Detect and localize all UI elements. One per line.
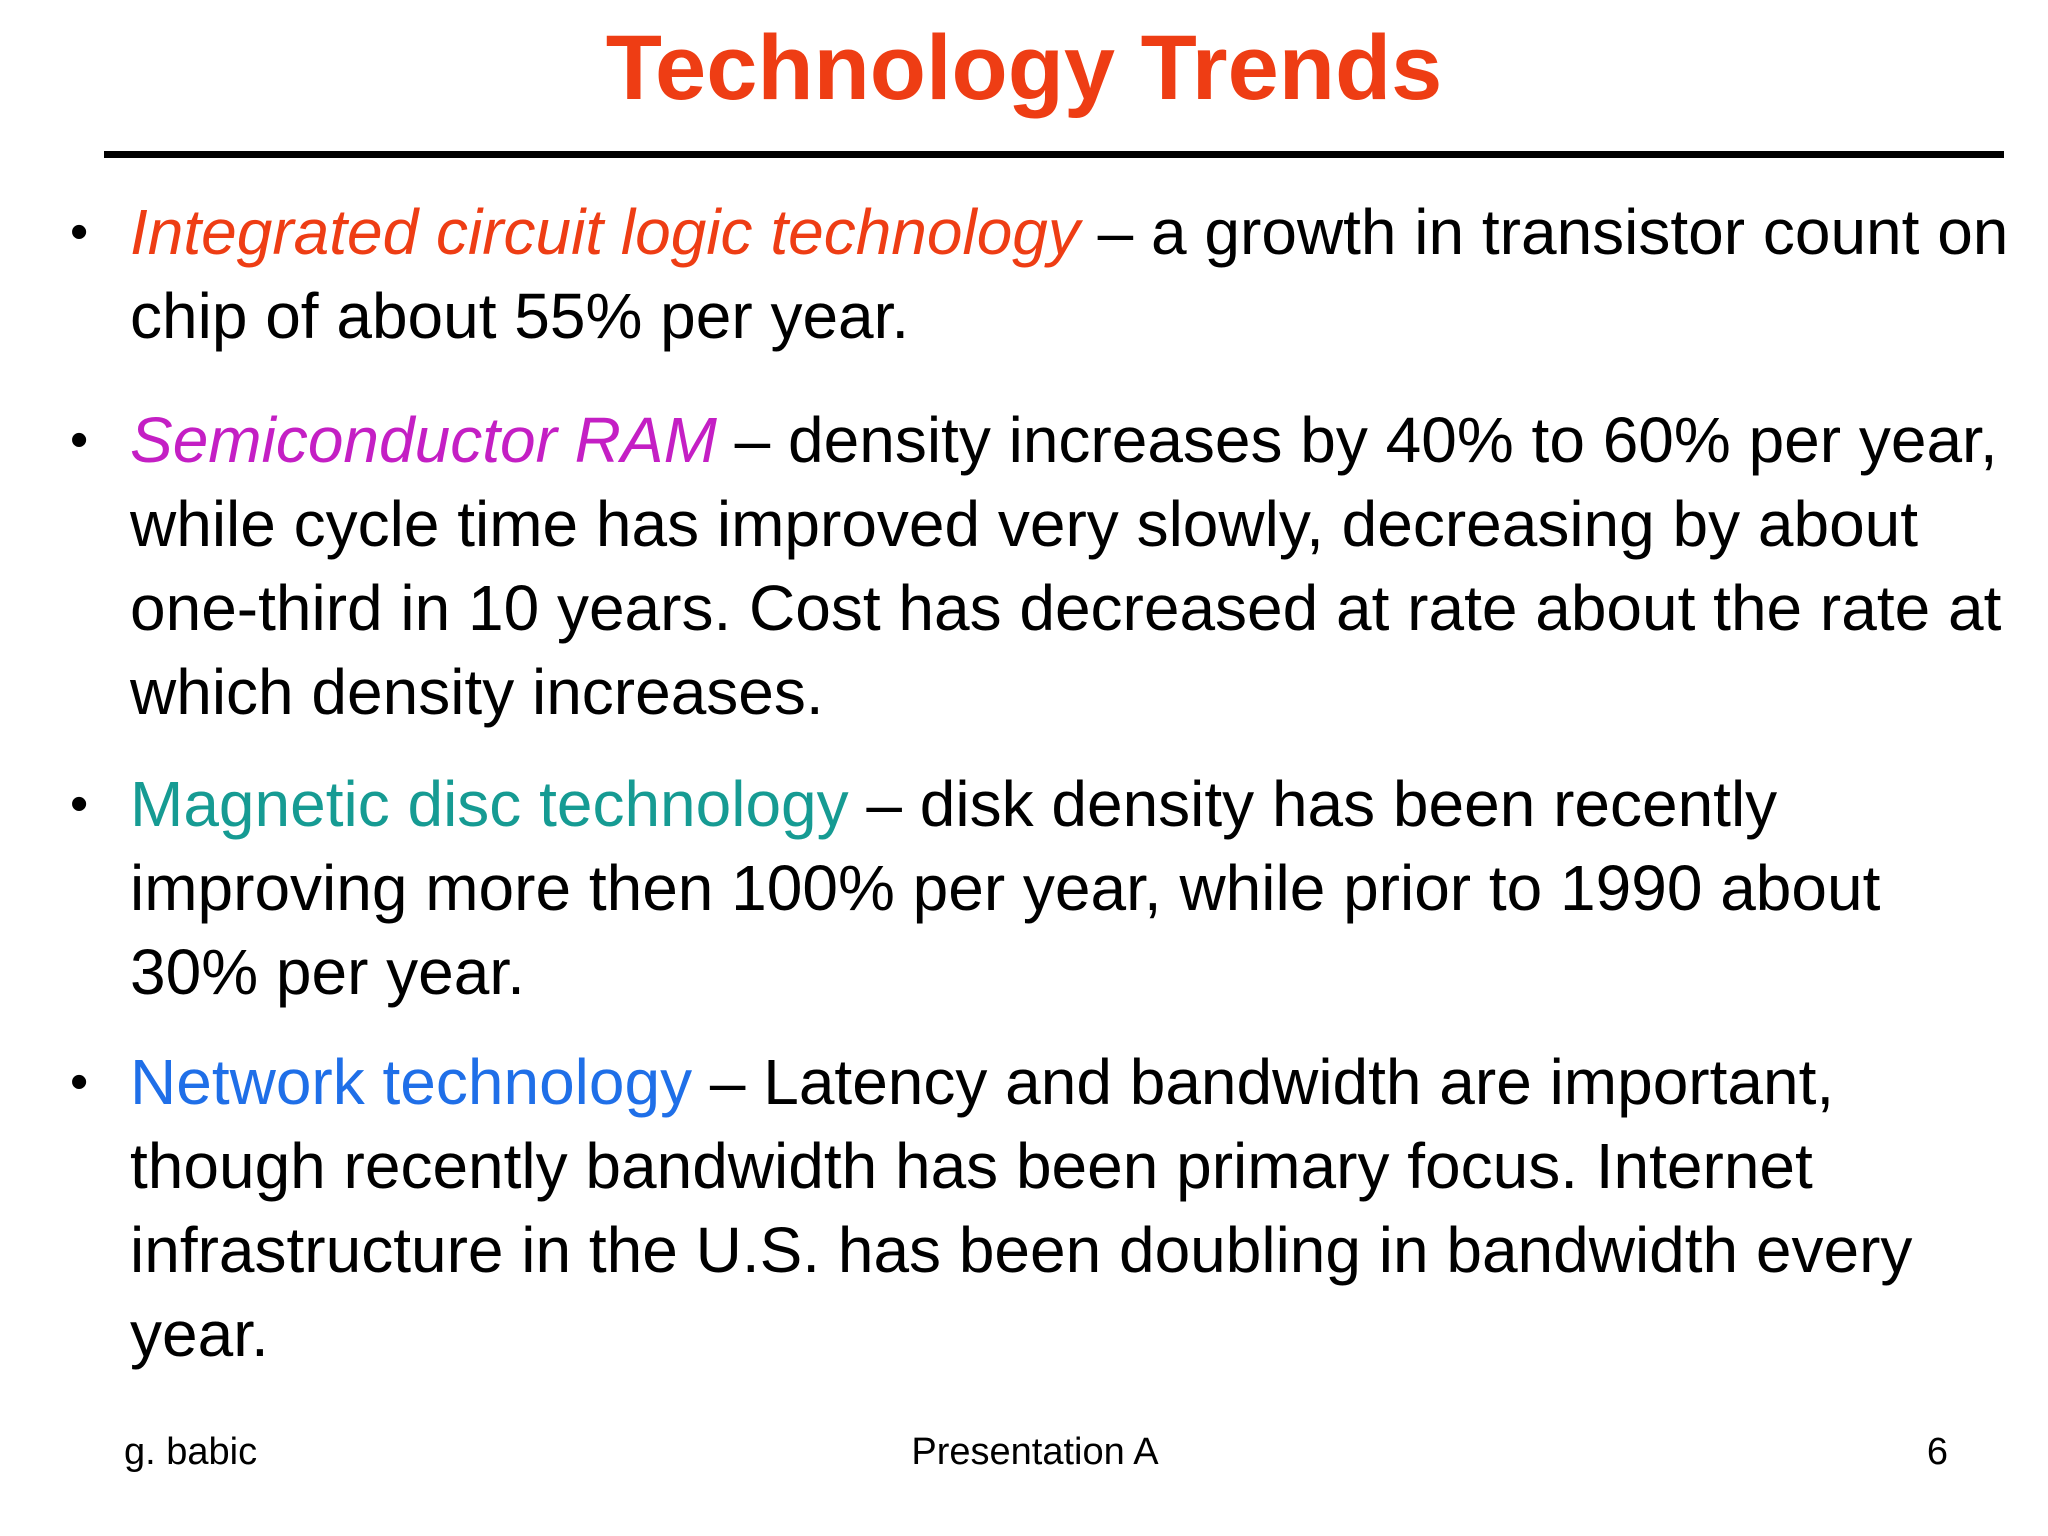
footer-presentation-name: Presentation A: [911, 1431, 1159, 1473]
footer-author: g. babic: [124, 1431, 258, 1473]
bullet-item-network: • Network technology – Latency and bandw…: [70, 1040, 2010, 1376]
bullet-text: – disk density has been recently improvi…: [130, 768, 1881, 1008]
bullet-text: – density increases by 40% to 60% per ye…: [130, 404, 2002, 728]
bullet-dot-icon: •: [70, 411, 89, 469]
slide-title: Technology Trends: [605, 17, 1443, 119]
bullet-text: – Latency and bandwidth are important, t…: [130, 1046, 1913, 1370]
bullet-dot-icon: •: [70, 775, 89, 833]
bullet-item-ic-logic: • Integrated circuit logic technology – …: [70, 190, 2010, 358]
bullet-item-semiconductor-ram: • Semiconductor RAM – density increases …: [70, 398, 2010, 734]
bullet-lead: Magnetic disc technology: [130, 768, 849, 840]
bullet-lead: Semiconductor RAM: [130, 404, 717, 476]
bullet-lead: Network technology: [130, 1046, 693, 1118]
bullet-lead: Integrated circuit logic technology: [130, 196, 1080, 268]
bullet-dot-icon: •: [70, 203, 89, 261]
title-divider: [104, 151, 2004, 158]
bullet-text: – a growth in transistor count on chip o…: [130, 196, 2009, 352]
bullet-dot-icon: •: [70, 1053, 89, 1111]
bullet-item-magnetic-disc: • Magnetic disc technology – disk densit…: [70, 762, 2010, 1014]
footer-page-number: 6: [1926, 1431, 1948, 1473]
